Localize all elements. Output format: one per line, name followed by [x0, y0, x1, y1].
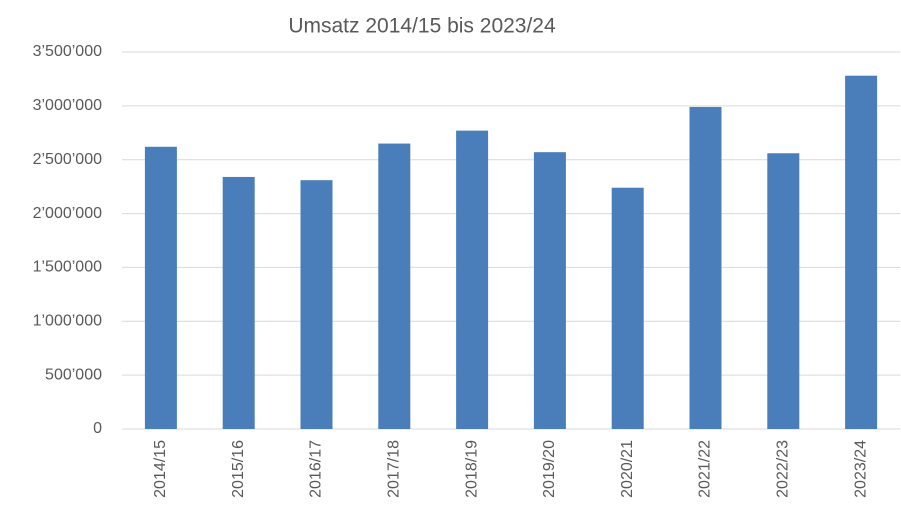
y-tick-label: 2’000’000 [33, 205, 103, 222]
y-tick-label: 1’500’000 [33, 259, 103, 276]
bar [689, 106, 722, 429]
x-tick-label: 2021/22 [697, 440, 714, 498]
bar [456, 130, 489, 430]
x-tick-label: 2018/19 [463, 440, 480, 498]
y-tick-label: 1’000’000 [33, 313, 103, 330]
bar [845, 75, 878, 429]
y-tick-label: 3’500’000 [33, 43, 103, 60]
bar [533, 152, 566, 429]
bar [300, 180, 333, 429]
y-tick-label: 2’500’000 [33, 151, 103, 168]
x-tick-label: 2015/16 [230, 440, 247, 498]
chart-title: Umsatz 2014/15 bis 2023/24 [288, 15, 556, 38]
x-tick-label: 2020/21 [619, 440, 636, 498]
bar [378, 143, 411, 430]
x-tick-label: 2022/23 [775, 440, 792, 498]
bar [611, 187, 644, 429]
y-tick-label: 3’000’000 [33, 97, 103, 114]
x-tick-label: 2019/20 [541, 440, 558, 498]
bar [767, 153, 800, 429]
bar [144, 146, 177, 429]
bar [222, 176, 255, 429]
y-tick-label: 500’000 [45, 366, 102, 383]
y-tick-label: 0 [93, 420, 102, 437]
x-tick-label: 2017/18 [386, 440, 403, 498]
x-tick-label: 2016/17 [308, 440, 325, 498]
x-tick-label: 2023/24 [852, 440, 869, 498]
x-tick-label: 2014/15 [152, 440, 169, 498]
